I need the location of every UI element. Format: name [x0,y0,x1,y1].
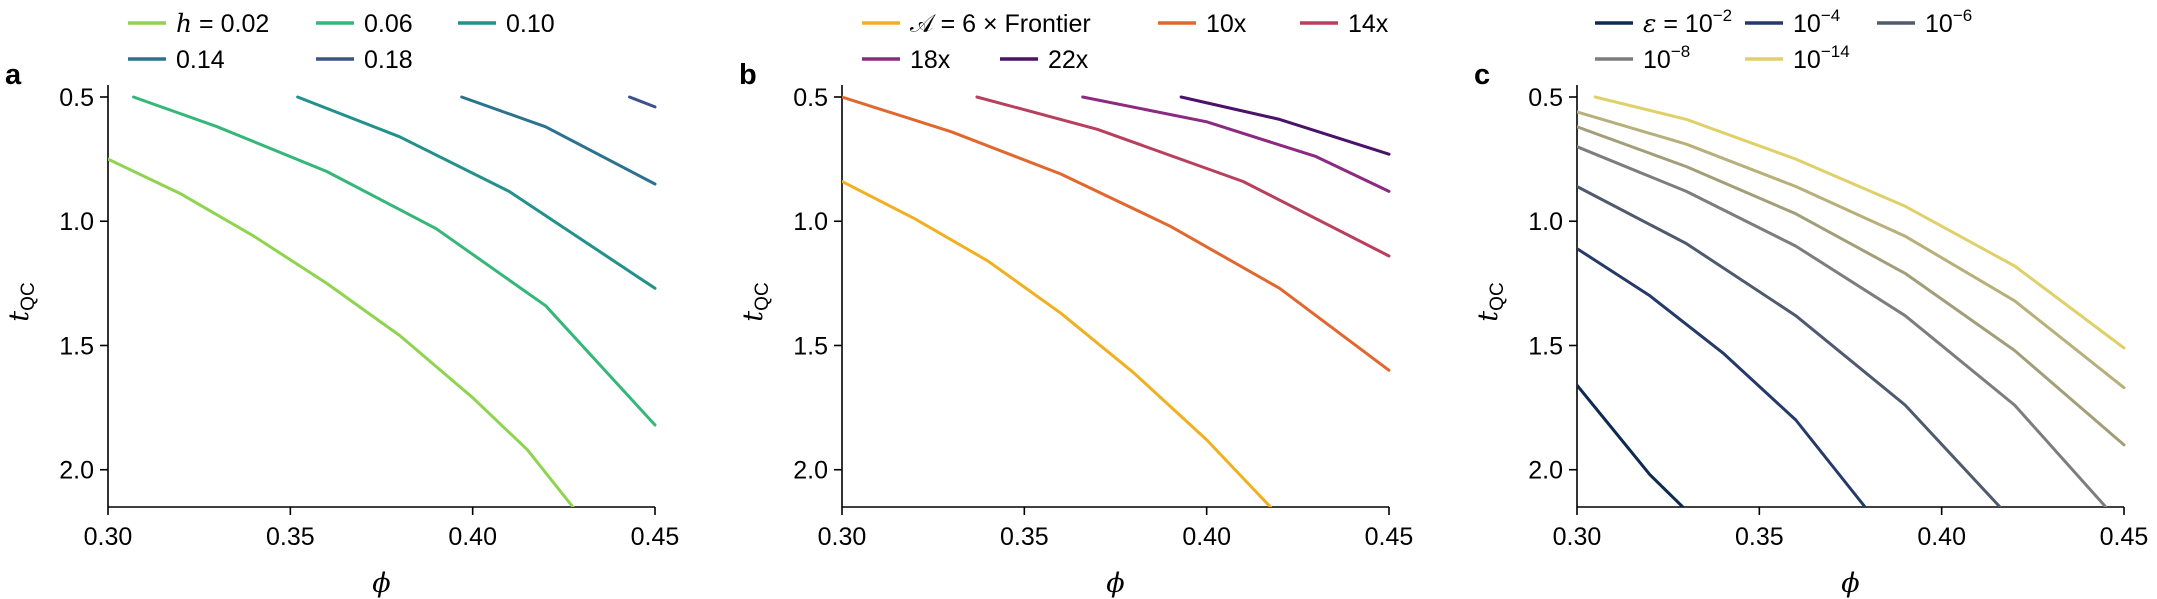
series-line [1577,145,2108,507]
legend-label: 18x [910,46,951,74]
y-axis-title: tQC [4,282,39,321]
y-tick-label: 2.0 [793,457,828,485]
x-tick-label: 0.35 [266,523,315,551]
x-axis-title: ϕ [1106,568,1124,599]
series-line [108,157,575,507]
y-tick-label: 1.5 [793,332,828,360]
legend-label: 10−6 [1925,6,1972,38]
series-line [1081,95,1391,193]
y-tick-label: 1.0 [1528,208,1563,236]
y-axis-title: tQC [738,282,773,321]
x-axis-title: ϕ [372,568,390,599]
legend-label: 10x [1206,10,1247,38]
legend-label: 0.18 [364,46,413,74]
legend-label: 14x [1348,10,1389,38]
y-tick-label: 2.0 [1528,457,1563,485]
series-line [628,95,657,109]
series-line [842,180,1272,507]
panel-letter: b [739,59,757,91]
y-tick-label: 0.5 [1528,84,1563,112]
panel-b: b 0.5 1.0 1.5 2.0 0.30 0.35 0.40 0.45 ϕ tQC 𝒜 = 6 ×… [738,10,1413,599]
series-line [1577,185,2002,507]
legend-label: 10−14 [1793,42,1850,74]
y-tick-label: 1.0 [59,208,94,236]
x-tick-label: 0.35 [1000,523,1049,551]
y-axis-title: tQC [1473,282,1508,321]
series-line [1179,95,1391,156]
x-tick-label: 0.40 [448,523,497,551]
x-tick-label: 0.35 [1735,523,1784,551]
series-line [1577,125,2126,447]
panel-a: a 0.5 1.0 1.5 2.0 0.30 0.35 0.40 0.45 ϕ tQC h = 0.0… [4,9,679,599]
y-tick-label: 2.0 [59,457,94,485]
x-tick-label: 0.45 [1365,523,1414,551]
series-line [1577,383,1685,507]
y-tick-label: 1.0 [793,208,828,236]
panel-c: c 0.5 1.0 1.5 2.0 0.30 0.35 0.40 0.45 ϕ tQC ε = 10−… [1473,6,2148,599]
x-tick-label: 0.45 [631,523,680,551]
y-tick-label: 1.5 [1528,332,1563,360]
series-line [460,95,657,186]
x-tick-label: 0.30 [1553,523,1602,551]
series-line [1593,95,2126,350]
x-tick-label: 0.30 [84,523,133,551]
series-line [132,95,657,427]
series-line [975,95,1391,258]
x-tick-label: 0.45 [2100,523,2149,551]
series-line [1577,247,1867,507]
y-tick-label: 0.5 [59,84,94,112]
legend-label: 𝒜 = 6 × Frontier [910,10,1091,38]
y-tick-label: 1.5 [59,332,94,360]
y-tick-label: 0.5 [793,84,828,112]
series-line [296,95,657,290]
legend-label: h = 0.02 [176,9,269,38]
x-axis-title: ϕ [1841,568,1859,599]
series-line [1577,110,2126,390]
legend-label: 0.14 [176,46,225,74]
legend-label: 10−4 [1793,6,1840,38]
x-tick-label: 0.30 [818,523,867,551]
legend-label: 0.10 [506,10,555,38]
legend-label: ε = 10−2 [1643,6,1732,38]
legend-label: 0.06 [364,10,413,38]
legend-label: 10−8 [1643,42,1690,74]
legend-label: 22x [1048,46,1089,74]
series-line [842,95,1391,372]
x-tick-label: 0.40 [1182,523,1231,551]
panel-letter: a [5,59,22,91]
panel-letter: c [1474,59,1490,91]
x-tick-label: 0.40 [1917,523,1966,551]
